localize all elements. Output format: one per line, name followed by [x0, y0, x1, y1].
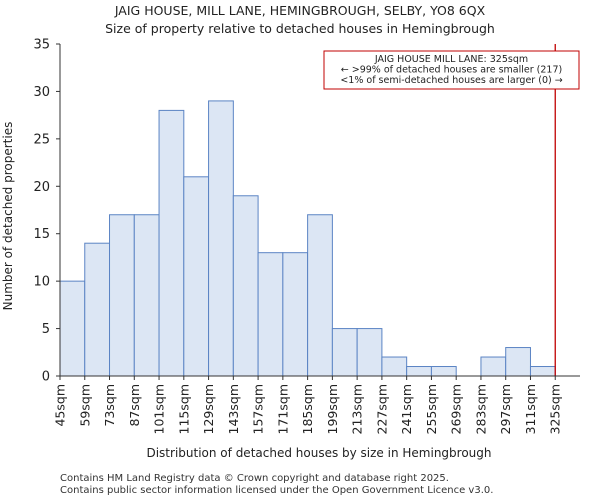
histogram-bar [84, 242, 111, 377]
histogram-bar [257, 252, 284, 377]
x-tick-label: 157sqm [251, 384, 266, 434]
annotation-line: ← >99% of detached houses are smaller (2… [341, 65, 562, 76]
histogram-bar [381, 356, 408, 377]
histogram-bar [307, 214, 333, 377]
y-tick-label: 20 [33, 180, 50, 195]
x-tick-label: 297sqm [498, 384, 513, 434]
chart-subtitle: Size of property relative to detached ho… [105, 21, 495, 36]
x-tick-label: 45sqm [53, 384, 68, 427]
chart-title: JAIG HOUSE, MILL LANE, HEMINGBROUGH, SEL… [114, 3, 486, 18]
x-tick-label: 213sqm [350, 384, 365, 434]
x-tick-label: 143sqm [226, 384, 241, 434]
annotation-line: JAIG HOUSE MILL LANE: 325sqm [374, 54, 528, 65]
histogram-bar [430, 366, 457, 377]
x-tick-label: 101sqm [152, 384, 167, 434]
x-tick-label: 129sqm [201, 384, 216, 434]
y-tick-label: 30 [33, 85, 50, 100]
x-tick-label: 73sqm [102, 384, 117, 427]
x-tick-label: 311sqm [523, 384, 538, 434]
y-tick-label: 15 [33, 227, 50, 242]
x-tick-label: 241sqm [399, 384, 414, 434]
histogram-bar [232, 195, 259, 377]
x-tick-label: 115sqm [176, 384, 191, 434]
histogram-bar [356, 328, 383, 377]
histogram-bar [505, 347, 531, 377]
x-tick-label: 227sqm [374, 384, 389, 434]
histogram-bar [331, 328, 358, 377]
x-tick-label: 59sqm [77, 384, 92, 427]
x-tick-label: 269sqm [449, 384, 464, 434]
histogram-bar [158, 109, 185, 377]
y-tick-label: 25 [33, 132, 50, 147]
x-tick-label: 87sqm [127, 384, 142, 427]
histogram-bar [282, 252, 309, 377]
x-tick-label: 325sqm [548, 384, 563, 434]
x-axis-label: Distribution of detached houses by size … [146, 446, 491, 460]
y-tick-label: 10 [33, 275, 50, 290]
x-tick-label: 283sqm [473, 384, 488, 434]
bars-group [59, 100, 556, 377]
x-tick-label: 185sqm [300, 384, 315, 434]
annotation-box [323, 50, 580, 90]
x-tick-label: 199sqm [325, 384, 340, 434]
x-tick-label: 171sqm [275, 384, 290, 434]
histogram-bar [109, 214, 135, 377]
y-tick-label: 0 [42, 370, 50, 385]
histogram-bar [529, 366, 556, 377]
footer-line-2: Contains public sector information licen… [60, 485, 494, 496]
histogram-bar [59, 280, 86, 377]
histogram-bar [208, 100, 234, 377]
axes-group: 0 5 10 15 20 25 30 35 45sqm 59sqm 73sqm 87sqm 101sqm… [33, 38, 580, 434]
footer-line-1: Contains HM Land Registry data © Crown c… [60, 473, 449, 484]
annotation-line: <1% of semi-detached houses are larger (… [340, 75, 562, 86]
y-tick-label: 5 [42, 322, 50, 337]
histogram-bar [133, 214, 160, 377]
histogram-bar [406, 366, 432, 377]
histogram-bar [480, 356, 507, 377]
histogram-bar [183, 176, 210, 377]
histogram-chart: 0 5 10 15 20 25 30 35 45sqm 59sqm 73sqm 87sqm 101sqm… [1, 38, 580, 460]
x-tick-label: 255sqm [424, 384, 439, 434]
y-tick-label: 35 [33, 38, 50, 53]
annotation-group: JAIG HOUSE MILL LANE: 325sqm← >99% of de… [323, 50, 580, 90]
y-axis-label: Number of detached properties [1, 122, 15, 311]
